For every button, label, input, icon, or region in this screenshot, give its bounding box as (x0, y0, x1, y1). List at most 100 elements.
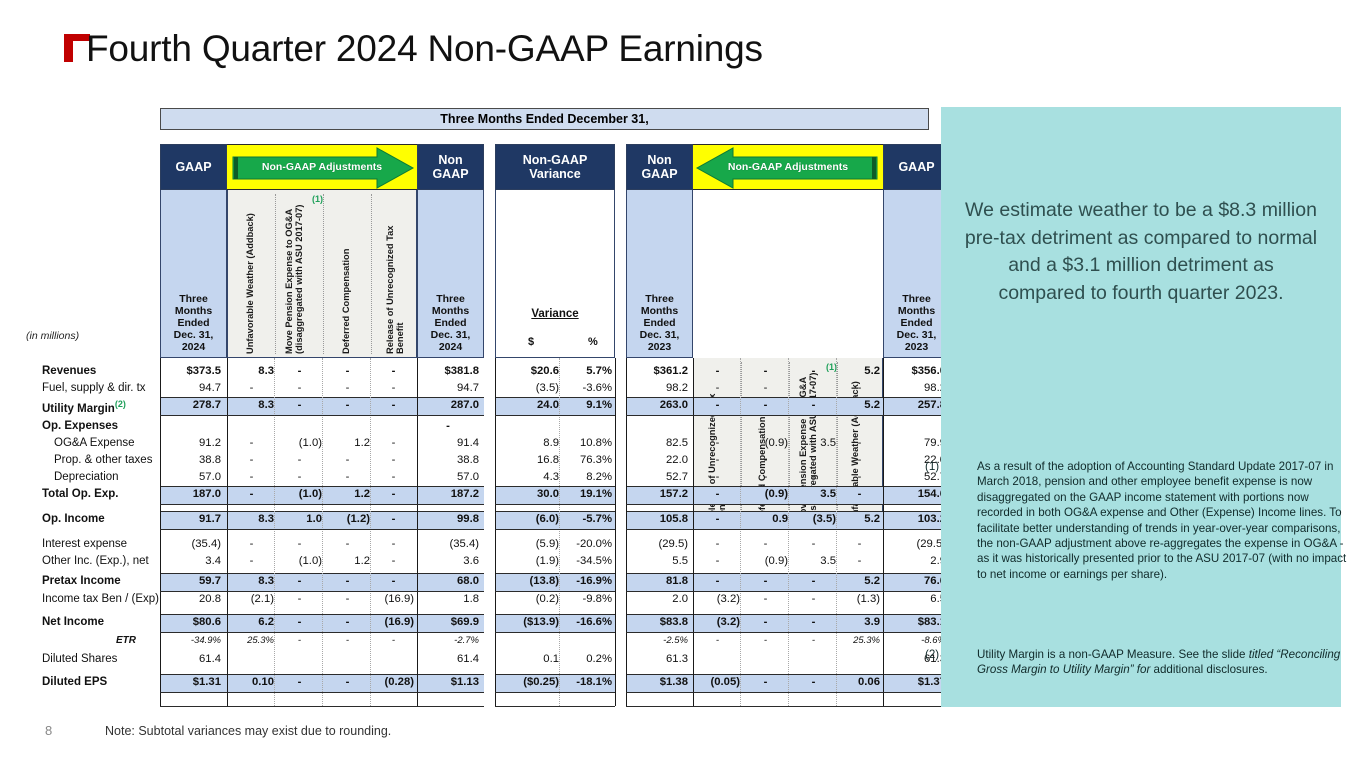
table-cell: - (811, 616, 816, 628)
table-cell: (1.9) (535, 555, 559, 567)
table-cell: 25.3% (247, 635, 274, 646)
col-group-gaap-2024: GAAP (160, 144, 227, 190)
table-cell: 4.3 (543, 471, 559, 483)
table-cell: -2.5% (663, 635, 688, 646)
row-label: Fuel, supply & dir. tx (42, 382, 146, 394)
table-cell: - (715, 575, 720, 587)
table-cell: - (297, 382, 302, 394)
table-cell: - (763, 676, 768, 688)
table-cell: - (811, 382, 816, 394)
row-label: Utility Margin(2) (42, 399, 126, 415)
table-cell: - (763, 365, 768, 377)
table-cell: -34.5% (576, 555, 612, 567)
table-cell: - (763, 399, 768, 411)
table-cell: 6.5 (930, 593, 946, 605)
footnote-2-number: (2) (925, 648, 940, 661)
table-cell: - (345, 676, 350, 688)
table-cell: 0.9 (772, 513, 788, 525)
table-cell: - (857, 555, 862, 567)
table-cell: 61.3 (924, 653, 946, 665)
table-cell: - (345, 635, 350, 646)
adj-separator (740, 358, 741, 706)
table-cell: 8.2% (586, 471, 612, 483)
table-cell: - (345, 471, 350, 483)
table-cell: (29.5) (916, 538, 946, 550)
subtotal-rule (495, 591, 615, 592)
table-cell: - (715, 471, 720, 483)
table-cell: 5.2 (864, 399, 880, 411)
table-cell: - (763, 471, 768, 483)
table-cell: 24.0 (537, 399, 559, 411)
weather-highlight-text: We estimate weather to be a $8.3 million… (964, 199, 1318, 305)
table-cell: (35.4) (449, 538, 479, 550)
row-label: Total Op. Exp. (42, 488, 119, 500)
table-cell: (6.0) (535, 513, 559, 525)
table-cell: 59.7 (199, 575, 221, 587)
table-cell: ($13.9) (523, 616, 559, 628)
table-cell: - (811, 593, 816, 605)
table-cell: - (715, 365, 720, 377)
table-cell: 99.8 (457, 513, 479, 525)
table-cell: 91.2 (199, 437, 221, 449)
subtotal-rule (626, 415, 950, 416)
table-cell: 98.2 (666, 382, 688, 394)
adj-separator (322, 358, 323, 706)
row-label: Depreciation (54, 471, 119, 483)
table-cell: - (391, 538, 396, 550)
table-cell: - (297, 676, 302, 688)
row-rule (495, 486, 615, 487)
table-cell: - (763, 575, 768, 587)
adj-separator (836, 358, 837, 706)
net-income-rule (626, 632, 950, 633)
table-cell: (3.5) (535, 382, 559, 394)
units-label: (in millions) (26, 330, 80, 342)
brand-logo-icon (64, 34, 90, 62)
table-cell: - (345, 575, 350, 587)
table-cell: 0.2% (586, 653, 612, 665)
table-cell: - (249, 437, 254, 449)
arrow-left-icon (693, 145, 883, 189)
table-cell: (0.28) (384, 676, 414, 688)
table-cell: $80.6 (192, 616, 221, 628)
col-group-gaap-2023: GAAP (883, 144, 950, 190)
table-cell: ($0.25) (523, 676, 559, 688)
row-highlight-band (495, 486, 615, 504)
table-cell: - (345, 616, 350, 628)
subtotal-rule (495, 692, 615, 693)
table-cell: 287.0 (450, 399, 479, 411)
row-highlight-band (495, 674, 615, 692)
table-cell: - (811, 676, 816, 688)
footer-note: Note: Subtotal variances may exist due t… (105, 724, 392, 738)
table-cell: 57.0 (457, 471, 479, 483)
table-cell: - (249, 471, 254, 483)
table-cell: -16.6% (576, 616, 612, 628)
table-cell: - (249, 488, 254, 500)
adj-separator (370, 358, 371, 706)
table-cell: - (857, 488, 862, 500)
table-cell: 20.8 (199, 593, 221, 605)
block-border (693, 358, 694, 706)
table-cell: 57.0 (199, 471, 221, 483)
row-label: Pretax Income (42, 575, 121, 587)
table-cell: - (297, 575, 302, 587)
table-cell: 76.6 (924, 575, 946, 587)
table-cell: 1.2 (354, 437, 370, 449)
table-cell: 2.9 (930, 555, 946, 567)
table-cell: - (857, 382, 862, 394)
table-cell: - (249, 454, 254, 466)
table-cell: - (763, 382, 768, 394)
table-cell: - (297, 399, 302, 411)
col-group-nongaap-2024: Non GAAP (417, 144, 484, 190)
table-cell: $356.0 (911, 365, 946, 377)
subtotal-rule (626, 591, 950, 592)
adjustment-headers-2024: Unfavorable Weather (Addback) Move Pensi… (227, 190, 417, 358)
row-label: Diluted Shares (42, 653, 118, 665)
table-cell: 0.10 (252, 676, 274, 688)
row-highlight-band (495, 614, 615, 632)
adj-separator (274, 358, 275, 706)
row-rule (495, 573, 615, 574)
table-cell: 187.0 (192, 488, 221, 500)
table-cell: - (763, 635, 768, 646)
table-cell: - (811, 365, 816, 377)
adj-separator (788, 358, 789, 706)
